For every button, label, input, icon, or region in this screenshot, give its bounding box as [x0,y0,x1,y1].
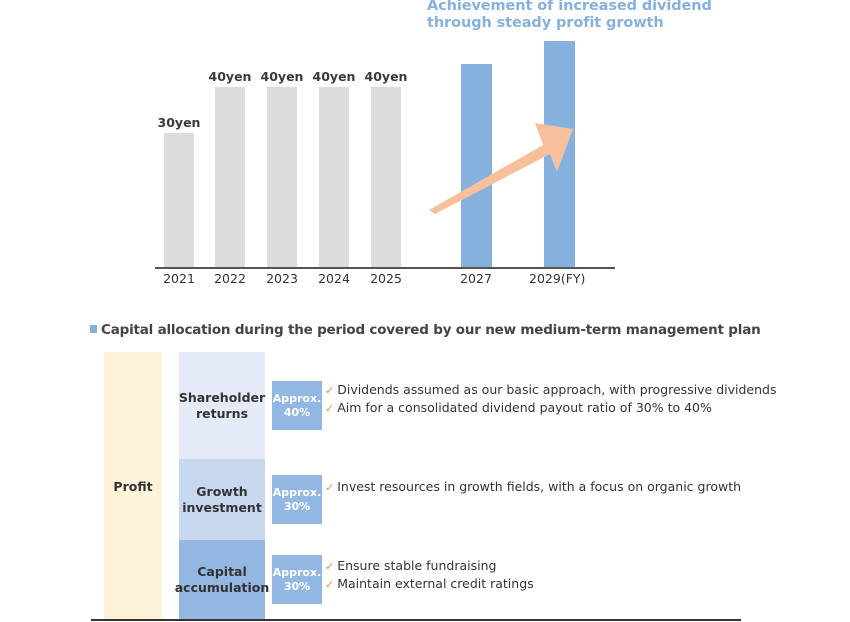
approx-label: Approx. [272,391,322,405]
approx-label: Approx. [272,565,322,579]
bullets-growth-investment: ✓ Invest resources in growth fields, with… [325,478,741,496]
bar-label-2024: 40yen [312,69,356,84]
profit-label: Profit [113,478,153,494]
x-tick-2029: 2029(FY) [529,271,609,286]
x-axis-line [155,267,615,269]
bullet-item: ✓ Ensure stable fundraising [325,557,534,575]
bar-label-2022: 40yen [208,69,252,84]
category-label-line-2: investment [182,499,262,515]
growth-arrow-icon [429,123,573,214]
bullet-text: Invest resources in growth fields, with … [337,479,742,494]
category-shareholder-returns: Shareholder returns [179,352,265,459]
bar-2025 [371,87,401,267]
bar-2024 [319,87,349,267]
bar-2022 [215,87,245,267]
x-tick-2021: 2021 [163,271,195,286]
x-tick-2025: 2025 [370,271,402,286]
bullet-item: ✓ Dividends assumed as our basic approach… [325,381,777,399]
headline-line-2: through steady profit growth [427,15,664,31]
approx-label: Approx. [272,485,322,499]
category-label-line-2: accumulation [174,580,270,595]
category-capital-accumulation: Capital accumulation [175,540,269,620]
category-growth-investment: Growth investment [179,459,265,540]
x-tick-2023: 2023 [266,271,298,286]
approx-badge-capital-accumulation: Approx. 30% [272,555,322,604]
bar-2021 [164,133,194,267]
capital-allocation-title-text: Capital allocation during the period cov… [101,322,761,338]
bullets-shareholder-returns: ✓ Dividends assumed as our basic approach… [325,381,777,417]
check-icon: ✓ [325,578,335,591]
bullet-item: ✓ Maintain external credit ratings [325,575,534,593]
category-label-line-1: Capital [197,564,247,579]
bullet-item: ✓ Invest resources in growth fields, with… [325,478,741,496]
category-label-line-1: Shareholder [178,389,266,405]
bar-label-2025: 40yen [364,69,408,84]
approx-badge-growth-investment: Approx. 30% [272,475,322,524]
approx-percent: 30% [283,579,311,593]
chart-headline: Achievement of increased dividend throug… [427,0,712,32]
bullets-capital-accumulation: ✓ Ensure stable fundraising ✓ Maintain ext… [325,557,534,593]
square-bullet-icon [90,325,97,333]
x-tick-2029-year: 2029 [529,271,561,286]
x-tick-2027: 2027 [460,271,492,286]
bullet-item: ✓ Aim for a consolidated dividend payout … [325,399,777,417]
bar-2023 [267,87,297,267]
approx-percent: 40% [283,405,311,419]
check-icon: ✓ [325,402,335,415]
capital-allocation-title: Capital allocation during the period cov… [90,322,761,338]
check-icon: ✓ [325,560,335,573]
bar-label-2021: 30yen [157,115,201,130]
approx-percent: 30% [283,499,311,513]
bullet-text: Maintain external credit ratings [337,576,534,591]
bullet-text: Aim for a consolidated dividend payout r… [337,400,712,415]
x-tick-2022: 2022 [214,271,246,286]
category-label-line-1: Growth [196,483,248,499]
bullet-text: Ensure stable fundraising [337,558,497,573]
check-icon: ✓ [325,481,335,494]
bar-2027 [461,64,492,267]
headline-line-1: Achievement of increased dividend [427,0,712,14]
profit-column: Profit [104,352,162,620]
approx-badge-shareholder-returns: Approx. 40% [272,381,322,430]
check-icon: ✓ [325,384,335,397]
bullet-text: Dividends assumed as our basic approach,… [337,382,777,397]
x-tick-2024: 2024 [318,271,350,286]
bottom-divider [91,619,741,621]
category-label-line-2: returns [195,405,249,421]
fy-unit-label: (FY) [560,271,586,286]
bar-label-2023: 40yen [260,69,304,84]
